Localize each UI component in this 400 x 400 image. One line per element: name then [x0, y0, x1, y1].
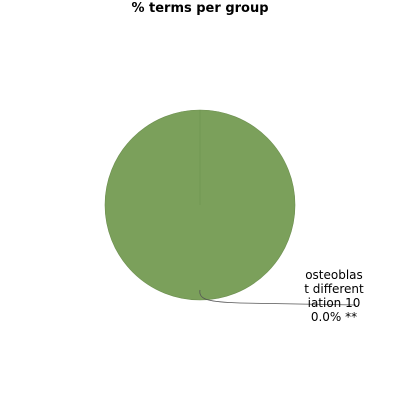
chart-title: % terms per group: [131, 1, 269, 16]
slice-label: osteoblast differentiation 100.0% **: [304, 268, 364, 324]
slice-leader-line: [199, 289, 357, 306]
